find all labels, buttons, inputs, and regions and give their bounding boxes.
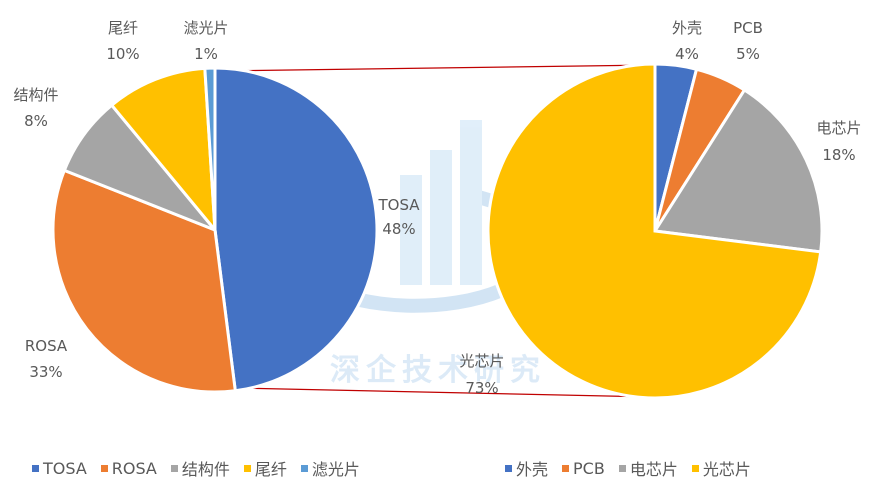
label-left-尾纤-name: 尾纤: [108, 19, 138, 37]
legend-right: 外壳 PCB 电芯片 光芯片: [505, 456, 751, 480]
legend-swatch-PCB: [562, 464, 570, 472]
label-left-尾纤-value: 10%: [106, 45, 139, 63]
label-right-PCB-value: 5%: [736, 45, 760, 63]
label-left-滤光片-name: 滤光片: [183, 19, 228, 37]
legend-item-滤光片: 滤光片: [300, 456, 360, 480]
connector-line-top: [214, 64, 656, 72]
legend-swatch-尾纤: [243, 464, 251, 472]
legend-item-PCB: PCB: [562, 459, 605, 478]
legend-item-TOSA: TOSA: [32, 459, 87, 478]
legend-swatch-光芯片: [691, 464, 699, 472]
legend-swatch-滤光片: [300, 464, 308, 472]
legend-swatch-电芯片: [618, 464, 626, 472]
legend-label-电芯片: 电芯片: [629, 460, 678, 479]
legend-label-外壳: 外壳: [516, 460, 549, 479]
legend-item-光芯片: 光芯片: [691, 456, 751, 480]
label-left-ROSA-value: 33%: [29, 363, 62, 381]
legend-label-结构件: 结构件: [181, 460, 230, 479]
legend-swatch-结构件: [170, 464, 178, 472]
label-right-电芯片-name: 电芯片: [816, 119, 861, 137]
legend-swatch-外壳: [505, 464, 512, 472]
legend-label-ROSA: ROSA: [111, 458, 157, 478]
label-right-PCB-name: PCB: [733, 19, 763, 37]
pie-chart-left: [51, 66, 379, 394]
watermark-text: 深企技术研究: [330, 353, 546, 388]
label-right-光芯片-name: 光芯片: [459, 352, 504, 370]
pie-right-slice-光芯片: [486, 62, 823, 400]
legend-label-滤光片: 滤光片: [311, 460, 360, 479]
legend-label-PCB: PCB: [573, 458, 605, 478]
legend-label-TOSA: TOSA: [43, 458, 87, 478]
label-left-结构件-name: 结构件: [13, 86, 58, 104]
pie-chart-right: [486, 62, 824, 400]
label-left-滤光片-value: 1%: [194, 45, 218, 63]
pie-left-slice-ROSA: [51, 168, 237, 394]
pie-left-slice-TOSA: [213, 66, 379, 393]
label-right-外壳-name: 外壳: [672, 19, 702, 37]
legend-swatch-ROSA: [100, 464, 108, 472]
legend-label-光芯片: 光芯片: [702, 460, 751, 479]
label-left-ROSA-name: ROSA: [25, 337, 68, 355]
legend-item-结构件: 结构件: [170, 456, 230, 480]
legend-swatch-TOSA: [32, 464, 39, 472]
label-left-结构件-value: 8%: [24, 112, 48, 130]
legend-item-外壳: 外壳: [505, 456, 548, 480]
label-right-外壳-value: 4%: [675, 45, 699, 63]
legend-left: TOSA ROSA 结构件 尾纤 滤光片: [32, 456, 360, 480]
label-left-TOSA-name: TOSA: [377, 196, 420, 214]
legend-label-尾纤: 尾纤: [254, 460, 287, 479]
pie-left-slice-尾纤: [109, 66, 217, 235]
legend-item-ROSA: ROSA: [100, 458, 157, 478]
legend-item-电芯片: 电芯片: [618, 456, 678, 480]
label-right-电芯片-value: 18%: [822, 146, 855, 164]
pie-left-slice-滤光片: [203, 66, 217, 231]
label-right-光芯片-value: 73%: [465, 379, 498, 397]
pie-right-slice-电芯片: [652, 87, 824, 254]
label-left-TOSA-value: 48%: [382, 220, 415, 238]
legend-item-尾纤: 尾纤: [243, 456, 287, 480]
connector-line-bottom: [235, 387, 656, 398]
